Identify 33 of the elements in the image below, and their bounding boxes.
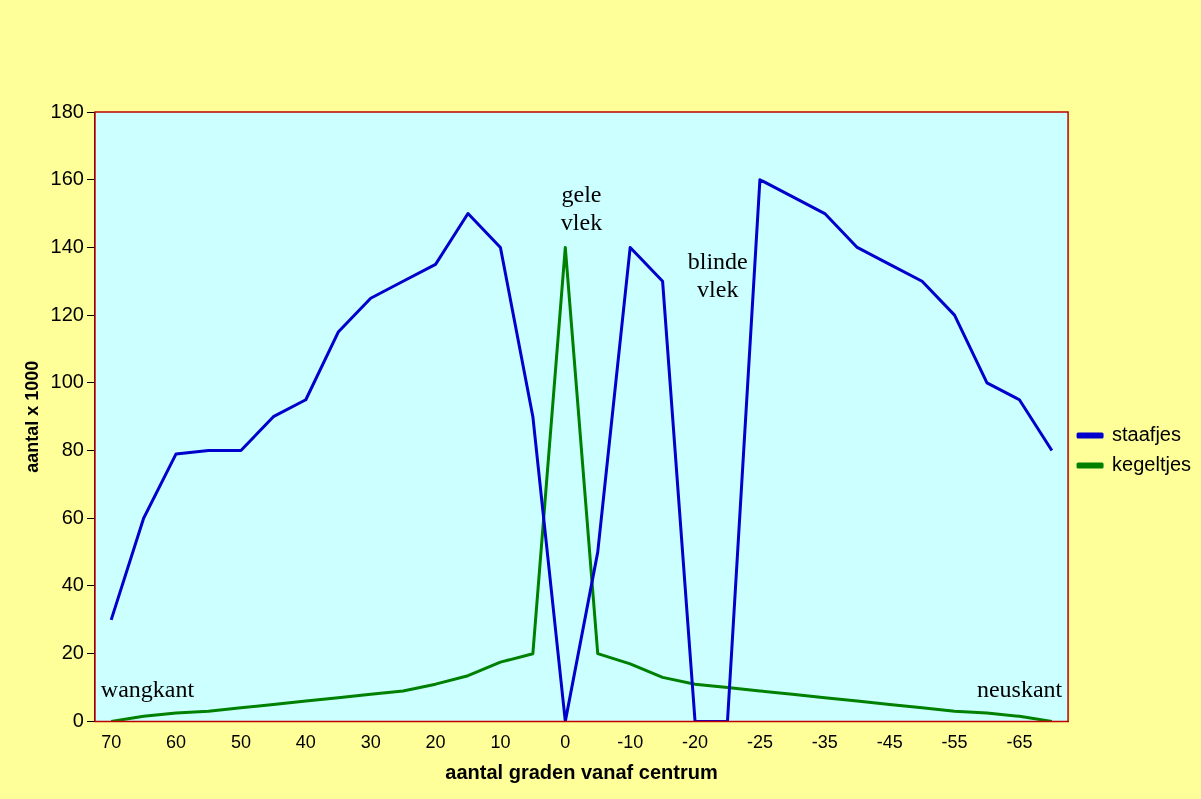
y-tick-label: 100 xyxy=(50,370,84,393)
annotation: gele vlek xyxy=(560,180,603,235)
x-tick-label: -45 xyxy=(876,732,903,753)
y-tick-label: 20 xyxy=(61,641,84,664)
y-tick-label: 120 xyxy=(50,302,84,325)
legend-label: kegeltjes xyxy=(1112,453,1191,476)
x-tick-label: 10 xyxy=(490,732,511,753)
y-tick-label: 80 xyxy=(61,438,84,461)
x-tick-label: -65 xyxy=(1006,732,1033,753)
x-tick-label: 60 xyxy=(166,732,187,753)
x-tick-label: 0 xyxy=(560,732,571,753)
x-tick-label: 70 xyxy=(101,732,122,753)
y-tick-label: 60 xyxy=(61,505,84,528)
x-tick-label: -35 xyxy=(811,732,838,753)
x-tick-label: -20 xyxy=(682,732,709,753)
y-axis-title: aantal x 1000 xyxy=(21,360,42,473)
y-tick-label: 40 xyxy=(61,573,84,596)
y-tick-label: 140 xyxy=(50,234,84,257)
x-tick-label: -55 xyxy=(941,732,968,753)
annotation: wangkant xyxy=(100,676,195,703)
legend-label: staafjes xyxy=(1112,423,1181,446)
x-tick-label: 30 xyxy=(360,732,381,753)
y-tick-label: 0 xyxy=(72,708,84,731)
x-tick-label: -10 xyxy=(617,732,644,753)
x-axis-title: aantal graden vanaf centrum xyxy=(445,760,718,783)
x-tick-label: 40 xyxy=(295,732,316,753)
annotation: blinde vlek xyxy=(687,247,748,302)
x-tick-label: -25 xyxy=(746,732,773,753)
x-tick-label: 20 xyxy=(425,732,446,753)
annotation: neuskant xyxy=(976,676,1063,703)
x-tick-label: 50 xyxy=(230,732,251,753)
y-tick-label: 160 xyxy=(50,167,84,190)
y-tick-label: 180 xyxy=(50,99,84,122)
